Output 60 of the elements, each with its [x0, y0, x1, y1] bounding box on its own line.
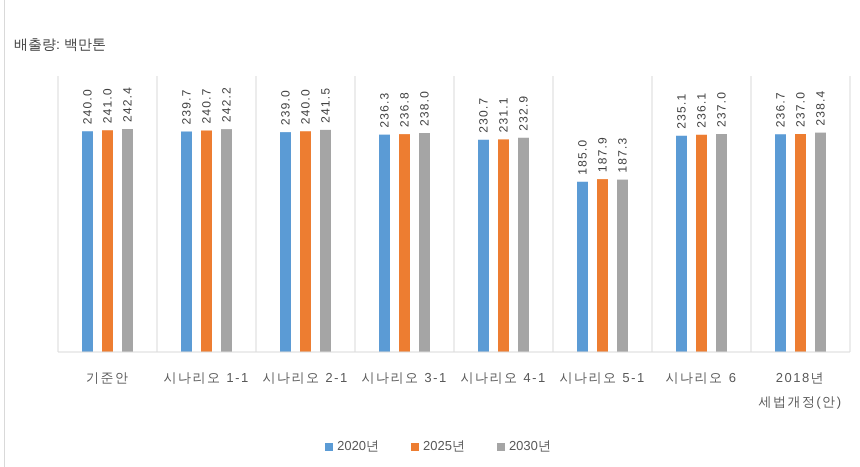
bar — [280, 132, 291, 352]
data-label: 187.9 — [596, 136, 610, 172]
bar — [577, 182, 588, 352]
bar — [478, 140, 489, 352]
data-label: 236.7 — [774, 91, 788, 128]
data-label: 236.1 — [694, 92, 708, 128]
data-label: 235.1 — [674, 92, 688, 129]
bar — [300, 131, 311, 352]
legend-label: 2030년 — [508, 438, 551, 453]
x-tick-label: 시나리오 3-1 — [361, 370, 448, 385]
data-label: 185.0 — [576, 138, 590, 175]
bar — [775, 134, 786, 352]
bar — [597, 179, 608, 352]
x-tick-label: 기준안 — [86, 370, 130, 385]
legend-label: 2020년 — [337, 438, 380, 453]
data-label: 242.2 — [220, 86, 234, 122]
bar — [716, 134, 727, 352]
bar — [221, 129, 232, 352]
x-tick-label: 시나리오 5-1 — [559, 370, 646, 385]
data-label: 187.3 — [616, 136, 630, 173]
data-label: 236.3 — [378, 92, 392, 128]
bar — [399, 134, 410, 352]
x-tick-label: 시나리오 1-1 — [163, 370, 250, 385]
bar — [617, 180, 628, 352]
x-tick-label: 2018년 세법개정(안) — [758, 370, 843, 409]
bar — [815, 132, 826, 352]
bar — [82, 131, 93, 352]
y-axis-title: 배출량: 백만톤 — [14, 36, 106, 54]
data-label: 241.0 — [100, 87, 114, 124]
bar — [696, 134, 707, 352]
x-tick-label: 시나리오 4-1 — [460, 370, 547, 385]
bar — [676, 136, 687, 352]
bar — [102, 130, 113, 352]
data-label: 238.0 — [418, 90, 432, 126]
data-label: 232.9 — [516, 94, 530, 131]
data-label: 231.1 — [496, 96, 510, 132]
bar — [518, 138, 529, 352]
data-label: 241.5 — [318, 86, 332, 123]
data-label: 239.0 — [278, 89, 292, 126]
data-label: 237.0 — [794, 90, 808, 127]
bar — [201, 130, 212, 352]
x-tick-label: 시나리오 2-1 — [262, 370, 349, 385]
data-label: 237.0 — [714, 90, 728, 127]
bar — [122, 128, 133, 352]
bar — [419, 133, 430, 352]
bar — [181, 131, 192, 352]
data-label: 240.0 — [80, 88, 94, 124]
data-label: 242.4 — [120, 86, 134, 122]
data-label: 238.4 — [814, 90, 828, 126]
legend-label: 2025년 — [423, 438, 465, 453]
bar — [379, 134, 390, 352]
data-label: 236.8 — [398, 91, 412, 128]
bar — [320, 130, 331, 352]
x-tick-label: 시나리오 6 — [666, 370, 738, 385]
bar — [498, 139, 509, 352]
data-label: 230.7 — [476, 96, 490, 133]
bar — [795, 134, 806, 352]
data-label: 239.7 — [180, 88, 194, 124]
data-label: 240.0 — [298, 88, 312, 124]
data-label: 240.7 — [200, 88, 214, 124]
